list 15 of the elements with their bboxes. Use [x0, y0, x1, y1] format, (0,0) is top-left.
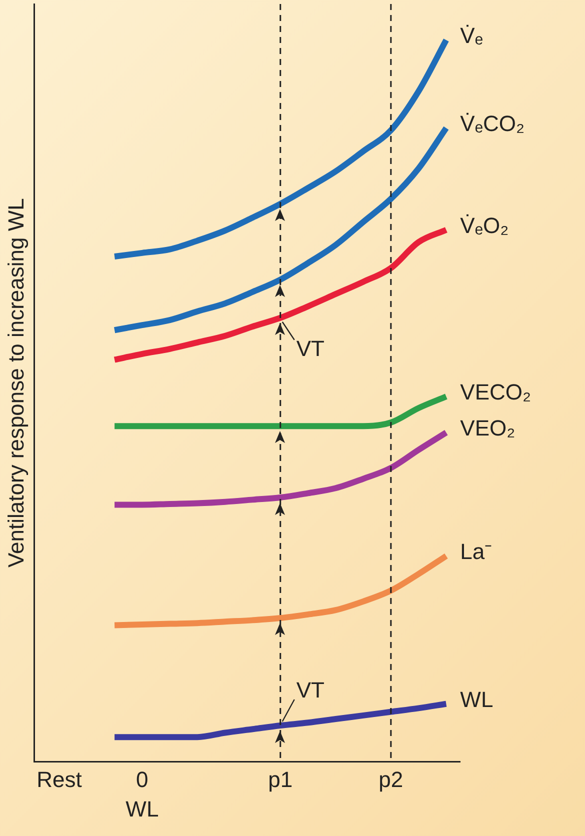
annotation: VT: [296, 678, 324, 703]
annotation: VT: [296, 336, 324, 361]
series-label: V̇ₑ: [460, 23, 484, 48]
series-label: La⁻: [460, 539, 492, 564]
x-tick-label: Rest: [36, 766, 82, 792]
series-label: V̇ₑO₂: [460, 212, 509, 238]
y-axis-title: Ventilatory response to increasing WL: [3, 198, 28, 568]
series-label: V̇ₑCO₂: [460, 111, 525, 136]
x-tick-label: p2: [378, 766, 404, 792]
series-label: VEO₂: [460, 416, 516, 441]
series-label: WL: [460, 686, 494, 712]
x-tick-label: p1: [268, 766, 293, 792]
series-label: VECO₂: [460, 380, 532, 405]
x-axis-title: WL: [126, 796, 159, 822]
x-tick-label: 0: [136, 766, 148, 792]
